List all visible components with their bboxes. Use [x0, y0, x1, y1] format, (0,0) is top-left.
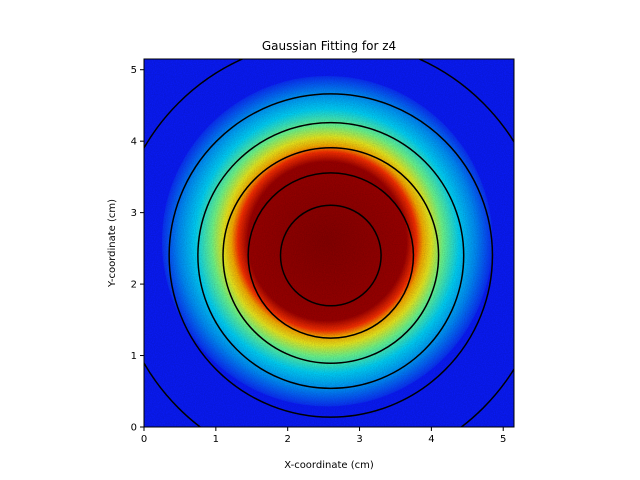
heatmap-speckle-overlay [144, 59, 514, 427]
contour-ring [168, 93, 494, 418]
y-tick-label: 2 [131, 280, 137, 291]
gaussian-contours [144, 59, 514, 427]
y-tick-label: 1 [131, 351, 137, 362]
y-axis-label: Y-coordinate (cm) [107, 199, 118, 288]
y-tick-label: 3 [131, 208, 137, 219]
chart-title: Gaussian Fitting for z4 [262, 39, 396, 53]
x-tick-label: 5 [500, 434, 506, 445]
x-tick-label: 3 [356, 434, 362, 445]
plot-area [144, 59, 514, 427]
x-axis: 0 1 2 3 4 5 [141, 427, 506, 445]
x-axis-label: X-coordinate (cm) [284, 460, 374, 471]
x-tick-label: 1 [213, 434, 219, 445]
y-tick-label: 5 [131, 65, 137, 76]
heatmap-intensity-blob [161, 75, 493, 407]
x-tick-label: 2 [285, 434, 291, 445]
x-tick-label: 0 [141, 434, 147, 445]
y-tick-label: 4 [131, 137, 137, 148]
y-axis: 0 1 2 3 4 5 [131, 65, 144, 434]
x-tick-label: 4 [428, 434, 434, 445]
contour-ring [197, 121, 465, 390]
plot-frame [143, 58, 515, 428]
y-tick-label: 0 [131, 423, 137, 434]
contour-ring [247, 172, 415, 339]
contour-ring [279, 204, 382, 307]
contour-ring [222, 146, 440, 365]
